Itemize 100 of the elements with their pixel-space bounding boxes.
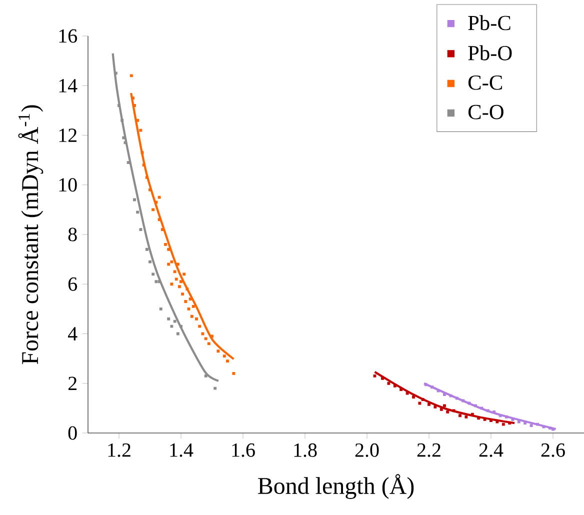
point <box>133 198 136 202</box>
point <box>474 404 477 408</box>
point <box>122 136 126 140</box>
legend-label: C-C <box>468 75 502 90</box>
y-tick-label: 4 <box>68 327 78 340</box>
point <box>190 314 194 318</box>
line-series <box>374 370 516 424</box>
point <box>430 386 434 389</box>
point <box>468 402 471 405</box>
point <box>455 396 458 400</box>
point <box>164 242 167 246</box>
x-tick-label: 1.4 <box>170 443 194 457</box>
point <box>148 260 152 264</box>
point <box>222 354 226 358</box>
point <box>154 280 158 284</box>
point <box>201 332 204 336</box>
point <box>505 415 508 418</box>
point <box>548 426 552 430</box>
point <box>536 422 539 426</box>
point <box>421 398 424 401</box>
point <box>186 288 189 291</box>
point <box>226 360 229 363</box>
point <box>130 74 133 78</box>
point <box>173 270 176 274</box>
point <box>181 292 184 296</box>
point <box>167 317 170 320</box>
x-tick-label: 2.2 <box>417 443 440 457</box>
point <box>140 151 144 154</box>
point <box>184 300 188 303</box>
point <box>480 406 484 410</box>
point <box>449 394 452 398</box>
point <box>204 374 208 378</box>
x-tick-label: 2.6 <box>541 443 565 457</box>
y-tick-label: 8 <box>68 228 77 242</box>
point <box>502 422 505 426</box>
point <box>180 280 182 284</box>
y-tick-label: 10 <box>59 178 77 192</box>
point <box>424 383 428 386</box>
point <box>443 404 446 408</box>
point <box>120 118 124 122</box>
point <box>188 298 192 300</box>
x-tick-label: 2.4 <box>479 443 504 457</box>
point <box>232 372 236 375</box>
point <box>142 164 146 166</box>
point <box>180 324 182 328</box>
y-axis-title: Force constant (mDyn Å$^{-1}$) <box>18 105 44 364</box>
point <box>530 424 533 428</box>
point <box>158 218 161 222</box>
point <box>187 307 190 310</box>
legend-label: Pb-O <box>468 45 512 60</box>
y-tick-label: 16 <box>59 29 78 43</box>
point <box>170 324 174 328</box>
x-tick-label: 1.8 <box>294 443 317 457</box>
point <box>393 384 396 388</box>
point <box>170 282 174 286</box>
line-series <box>112 52 220 382</box>
point <box>524 422 527 425</box>
point <box>152 208 155 212</box>
point <box>446 410 450 414</box>
point <box>173 320 176 323</box>
y-tick-label: 0 <box>68 426 77 440</box>
point <box>174 278 178 281</box>
point <box>387 382 390 385</box>
point <box>462 399 465 402</box>
point <box>517 420 520 424</box>
point <box>136 118 140 122</box>
point <box>145 176 148 179</box>
point <box>458 414 462 418</box>
point <box>204 337 208 340</box>
point <box>464 415 468 418</box>
point <box>167 262 170 266</box>
y-tick-label: 12 <box>59 128 76 142</box>
point <box>170 260 174 264</box>
point <box>192 304 195 308</box>
point <box>136 210 140 214</box>
point <box>216 350 220 353</box>
x-tick-label: 1.2 <box>108 443 130 457</box>
point <box>145 248 148 251</box>
x-tick-label: 1.6 <box>232 443 255 457</box>
point <box>373 374 376 378</box>
point <box>542 425 546 428</box>
point <box>167 248 170 251</box>
point <box>178 285 181 288</box>
point <box>428 402 430 406</box>
y-tick-label: 2 <box>68 376 76 390</box>
point <box>436 389 440 392</box>
point <box>182 272 186 276</box>
y-tick-label: 6 <box>68 277 78 291</box>
x-tick-label: 2.0 <box>355 443 379 457</box>
y-tick-label: 14 <box>59 79 78 92</box>
point <box>452 409 456 412</box>
line-series <box>422 382 557 430</box>
legend-label: Pb-C <box>468 15 510 30</box>
point <box>176 332 180 336</box>
point <box>198 324 202 328</box>
point <box>214 386 217 390</box>
point <box>210 334 214 338</box>
point <box>176 262 180 266</box>
point <box>418 402 422 405</box>
point <box>400 388 403 392</box>
